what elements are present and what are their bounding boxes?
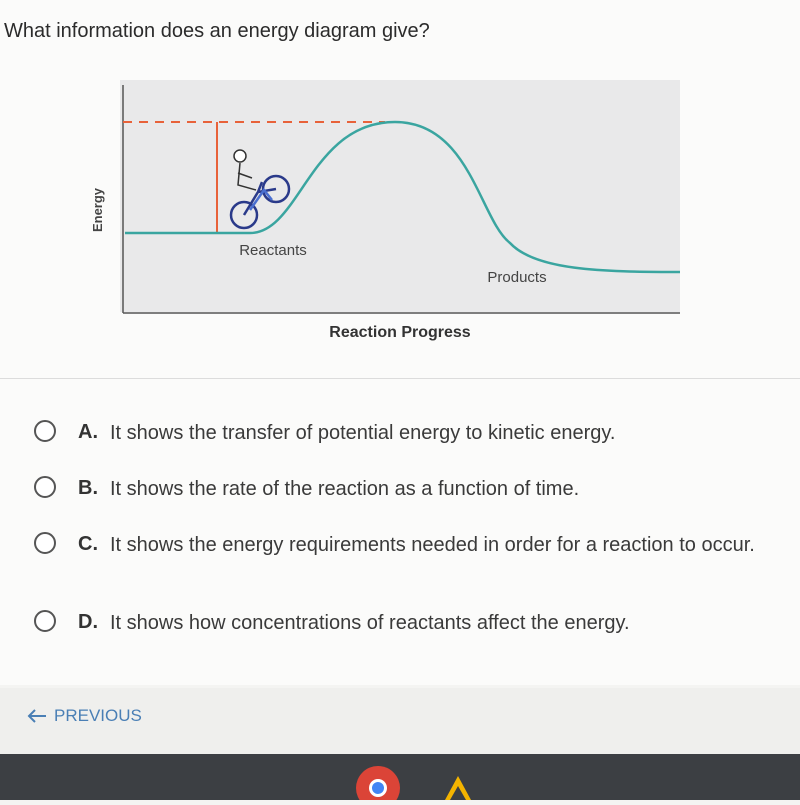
diagram-bg <box>120 80 680 312</box>
reactants-label: Reactants <box>239 242 307 259</box>
radio[interactable] <box>34 532 56 554</box>
radio[interactable] <box>34 420 56 442</box>
back-arrow <box>27 709 46 723</box>
question-panel: What information does an energy diagram … <box>0 20 800 634</box>
option-letter: D. <box>78 611 98 633</box>
option-text: It shows how concentrations of reactants… <box>110 612 630 634</box>
footer <box>0 688 800 754</box>
energy-diagram: Energy Reaction Progress Reactants Produ… <box>90 80 681 341</box>
previous-label: PREVIOUS <box>54 706 142 725</box>
y-axis-label: Energy <box>90 187 105 232</box>
option-text: It shows the rate of the reaction as a f… <box>110 478 580 500</box>
products-label: Products <box>487 269 546 286</box>
taskbar-icons <box>356 766 471 805</box>
question: What information does an energy diagram … <box>4 20 430 42</box>
option-letter: B. <box>78 477 98 499</box>
divider <box>0 378 800 379</box>
previous-button[interactable]: PREVIOUS <box>26 706 142 726</box>
option-text: It shows the energy requirements needed … <box>110 534 755 556</box>
cyclist <box>229 149 291 230</box>
radio[interactable] <box>34 476 56 498</box>
option-letter: C. <box>78 533 98 555</box>
option-text: It shows the transfer of potential energ… <box>110 422 616 444</box>
energy-curve <box>125 120 681 274</box>
option-letter: A. <box>78 421 98 443</box>
radio[interactable] <box>34 610 56 632</box>
taskbar <box>0 754 800 805</box>
x-axis-label: Reaction Progress <box>329 324 470 341</box>
